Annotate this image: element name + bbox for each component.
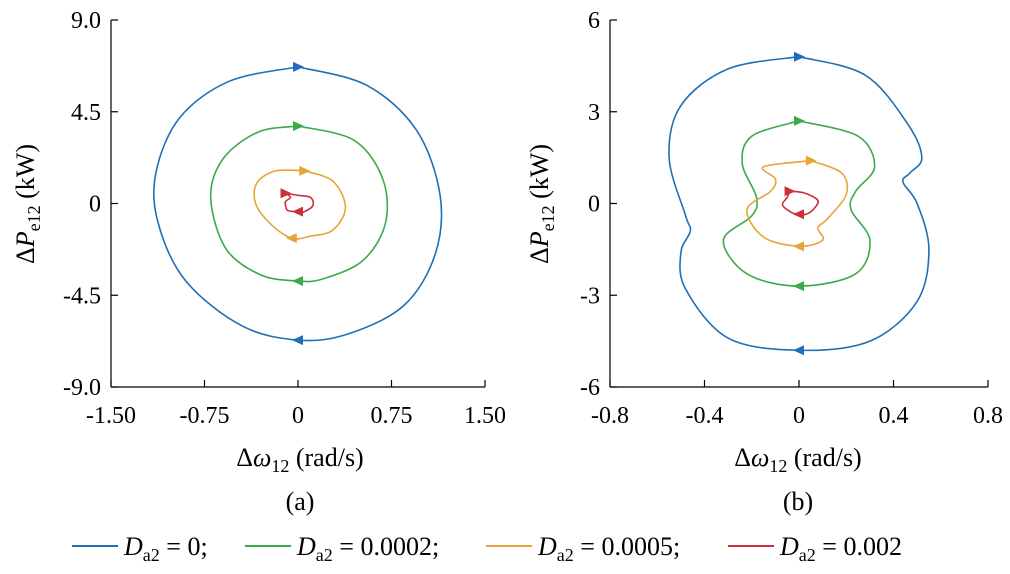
- series-arrow-a-2-1: [285, 233, 297, 244]
- x-tick-label: 0: [793, 403, 805, 429]
- panel-label-b: (b): [783, 487, 813, 516]
- y-tick-label: 4.5: [71, 100, 101, 126]
- legend-item-1: Da2 = 0.0002;: [245, 532, 439, 565]
- series-arrow-a-3-0: [280, 188, 292, 199]
- x-tick-label: 0: [292, 403, 304, 429]
- panel-label-a: (a): [286, 487, 315, 516]
- chart-panel-b: -0.8 -0.4 0 0.4 0.8 6 3 0 -3 -6 Δω12 (rad/s) ΔPe1…: [525, 8, 1003, 516]
- y-tick-label: -3: [580, 283, 600, 309]
- series-line-b-0: [668, 55, 930, 352]
- series-line-a-1: [209, 125, 389, 283]
- series-line-a-2: [253, 169, 347, 240]
- series-arrow-b-3-1: [793, 209, 804, 220]
- x-tick-label: 1.50: [464, 403, 506, 429]
- x-tick-label: -0.8: [591, 403, 629, 429]
- series-arrow-b-0-0: [794, 51, 805, 62]
- chart-panel-a: -1.50 -0.75 0 0.75 1.50 9.0 4.5 0 -4.5 -9.0 Δω12 …: [11, 8, 506, 516]
- x-tick-label: 0.75: [371, 403, 413, 429]
- legend-label-3: Da2 = 0.002: [779, 532, 902, 565]
- axes-a: [110, 19, 486, 388]
- series-arrow-a-0-0: [293, 61, 304, 72]
- series-arrow-a-2-0: [299, 165, 311, 176]
- x-tick-label: -1.50: [86, 403, 136, 429]
- series-arrow-b-2-0: [805, 155, 817, 166]
- x-tick-label: -0.4: [686, 403, 724, 429]
- y-tick-label: 9.0: [71, 8, 101, 34]
- legend-item-0: Da2 = 0;: [72, 532, 208, 565]
- series-line-b-2: [746, 159, 849, 248]
- series-arrow-b-3-0: [784, 186, 796, 197]
- y-tick-label: 6: [588, 8, 600, 34]
- axes-b: [609, 19, 989, 388]
- legend-item-2: Da2 = 0.0005;: [486, 532, 680, 565]
- series-line-a-0: [152, 66, 443, 342]
- legend-label-0: Da2 = 0;: [123, 532, 208, 565]
- legend: Da2 = 0; Da2 = 0.0002; Da2 = 0.0005; Da2…: [72, 532, 902, 565]
- y-axis-label-a: ΔPe12 (kW): [11, 144, 44, 264]
- x-tick-label: -0.75: [180, 403, 230, 429]
- y-tick-label: 0: [89, 192, 101, 218]
- series-arrow-a-1-1: [292, 275, 303, 286]
- y-tick-label: -4.5: [63, 283, 101, 309]
- y-tick-label: -6: [580, 375, 600, 401]
- y-axis-label-b: ΔPe12 (kW): [525, 144, 558, 264]
- series-arrow-b-2-1: [793, 241, 804, 252]
- x-tick-label: 0.4: [879, 403, 909, 429]
- legend-item-3: Da2 = 0.002: [728, 532, 902, 565]
- legend-label-2: Da2 = 0.0005;: [537, 532, 680, 565]
- plot-lines-a: [152, 61, 443, 346]
- series-arrow-a-3-1: [292, 206, 303, 217]
- x-tick-label: 0.8: [973, 403, 1003, 429]
- series-arrow-a-0-1: [292, 335, 303, 346]
- y-tick-label: 3: [588, 100, 600, 126]
- series-arrow-b-1-0: [794, 115, 805, 126]
- legend-label-1: Da2 = 0.0002;: [296, 532, 439, 565]
- x-axis-label-a: Δω12 (rad/s): [236, 443, 363, 476]
- plot-lines-b: [668, 51, 930, 356]
- series-arrow-b-0-1: [793, 345, 804, 356]
- tick-labels-a: -1.50 -0.75 0 0.75 1.50 9.0 4.5 0 -4.5 -9.0: [63, 8, 506, 429]
- y-tick-label: 0: [588, 192, 600, 218]
- tick-labels-b: -0.8 -0.4 0 0.4 0.8 6 3 0 -3 -6: [580, 8, 1003, 429]
- series-arrow-a-1-0: [293, 121, 304, 132]
- series-line-b-1: [722, 120, 876, 287]
- series-arrow-b-1-1: [793, 281, 804, 292]
- y-tick-label: -9.0: [63, 375, 101, 401]
- x-axis-label-b: Δω12 (rad/s): [734, 443, 861, 476]
